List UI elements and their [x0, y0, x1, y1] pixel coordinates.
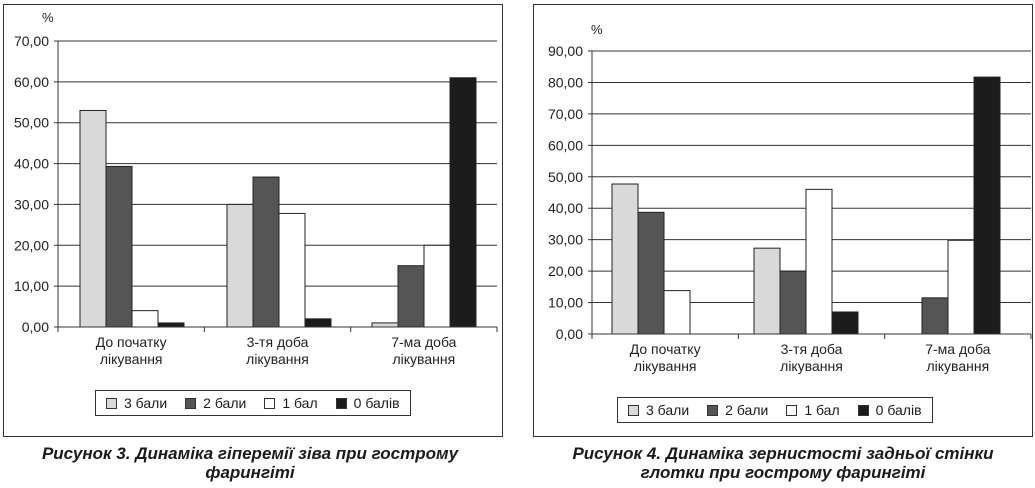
legend-label: 0 балів	[875, 402, 922, 418]
x-tick-label: лікування	[780, 358, 843, 374]
bar	[805, 188, 833, 335]
bar	[157, 322, 185, 328]
legend-item: 2 бали	[707, 402, 768, 418]
legend-swatch	[786, 404, 798, 416]
bar	[753, 247, 781, 335]
y-tick-label: 30,00	[548, 232, 583, 248]
legend-swatch	[185, 397, 197, 409]
legend-label: 0 балів	[353, 395, 400, 411]
y-unit-label: %	[591, 22, 603, 37]
bar	[79, 109, 107, 328]
x-tick-label: лікування	[634, 358, 697, 374]
legend-item: 0 балів	[857, 402, 922, 418]
caption-line-2: глотки при гострому фарингіті	[640, 463, 926, 482]
x-tick-label: До початку	[96, 334, 167, 350]
legend-swatch	[857, 404, 869, 416]
bar	[663, 290, 691, 335]
bar	[105, 165, 133, 328]
figure-caption: Рисунок 4. Динаміка зернистості задньої …	[533, 444, 1033, 482]
legend-label: 1 бал	[282, 395, 318, 411]
bar	[131, 310, 159, 328]
y-tick-label: 70,00	[14, 33, 49, 49]
caption-line-1: Рисунок 4. Динаміка зернистості задньої …	[572, 444, 994, 463]
bar	[371, 322, 399, 328]
x-tick-label: лікування	[100, 351, 163, 367]
caption-line-1: Рисунок 3. Динаміка гіперемії зіва при г…	[41, 444, 459, 463]
y-tick-label: 10,00	[14, 278, 49, 294]
y-unit-label: %	[42, 10, 54, 25]
y-tick-label: 20,00	[548, 263, 583, 279]
x-tick-label: лікування	[246, 351, 309, 367]
bar	[921, 297, 949, 335]
figure-4: % 0,00 10,00 20,00 30,00 40,00 50,00 60,00 70,00…	[533, 0, 1033, 488]
legend-item: 3 бали	[106, 395, 167, 411]
x-tick-label: 3-тя доба	[781, 341, 843, 357]
figure-3: % 0,00 10,00 20,00 30,00 40,00 50,00 60,00 70,00…	[0, 0, 503, 488]
y-tick-label: 50,00	[14, 115, 49, 131]
bar	[226, 203, 254, 328]
bar	[278, 212, 306, 328]
legend-label: 3 бали	[124, 395, 168, 411]
y-tick-label: 40,00	[14, 156, 49, 172]
legend-item: 2 бали	[185, 395, 246, 411]
bar	[252, 176, 280, 328]
x-tick-label: лікування	[392, 351, 455, 367]
legend-item: 1 бал	[786, 402, 840, 418]
legend-swatch	[707, 404, 719, 416]
figure-caption: Рисунок 3. Динаміка гіперемії зіва при г…	[0, 444, 500, 482]
x-tick-label: 3-тя доба	[247, 334, 309, 350]
legend-swatch	[335, 397, 347, 409]
y-tick-label: 0,00	[556, 326, 583, 342]
legend-swatch	[106, 397, 117, 409]
y-tick-label: 50,00	[548, 169, 583, 185]
legend-label: 2 бали	[725, 402, 769, 418]
chart-hyperemia: % 0,00 10,00 20,00 30,00 40,00 50,00 60,00 70,00…	[14, 10, 498, 367]
bar	[973, 76, 1001, 335]
y-tick-label: 80,00	[548, 74, 583, 90]
legend-item: 3 бали	[628, 402, 689, 418]
x-tick-label: лікування	[926, 358, 989, 374]
y-tick-label: 0,00	[22, 319, 49, 335]
bar	[397, 265, 425, 328]
bar	[637, 211, 665, 335]
y-tick-label: 90,00	[548, 43, 583, 59]
chart-legend: 3 бали 2 бали 1 бал 0 балів	[617, 397, 933, 423]
bar	[611, 183, 639, 335]
x-tick-label: 7-ма доба	[391, 334, 456, 350]
legend-swatch	[628, 404, 639, 416]
bar	[947, 239, 975, 335]
caption-line-2: фарингіті	[205, 463, 295, 482]
bar	[831, 311, 859, 335]
x-tick-label: 7-ма доба	[925, 341, 990, 357]
y-tick-label: 20,00	[14, 237, 49, 253]
bar	[304, 318, 332, 328]
bar	[449, 77, 477, 328]
y-tick-label: 30,00	[14, 196, 49, 212]
chart-granularity: % 0,00 10,00 20,00 30,00 40,00 50,00 60,00 70,00…	[548, 22, 1032, 374]
y-tick-label: 70,00	[548, 106, 583, 122]
bar	[423, 244, 451, 328]
legend-item: 0 балів	[335, 395, 400, 411]
y-tick-label: 40,00	[548, 200, 583, 216]
y-tick-label: 60,00	[548, 137, 583, 153]
bar	[779, 270, 807, 335]
y-tick-label: 60,00	[14, 74, 49, 90]
x-tick-label: До початку	[630, 341, 701, 357]
legend-label: 3 бали	[646, 402, 690, 418]
legend-item: 1 бал	[264, 395, 318, 411]
chart-legend: 3 бали 2 бали 1 бал 0 балів	[95, 390, 411, 416]
legend-swatch	[264, 397, 276, 409]
legend-label: 1 бал	[804, 402, 840, 418]
y-tick-label: 10,00	[548, 295, 583, 311]
legend-label: 2 бали	[203, 395, 247, 411]
